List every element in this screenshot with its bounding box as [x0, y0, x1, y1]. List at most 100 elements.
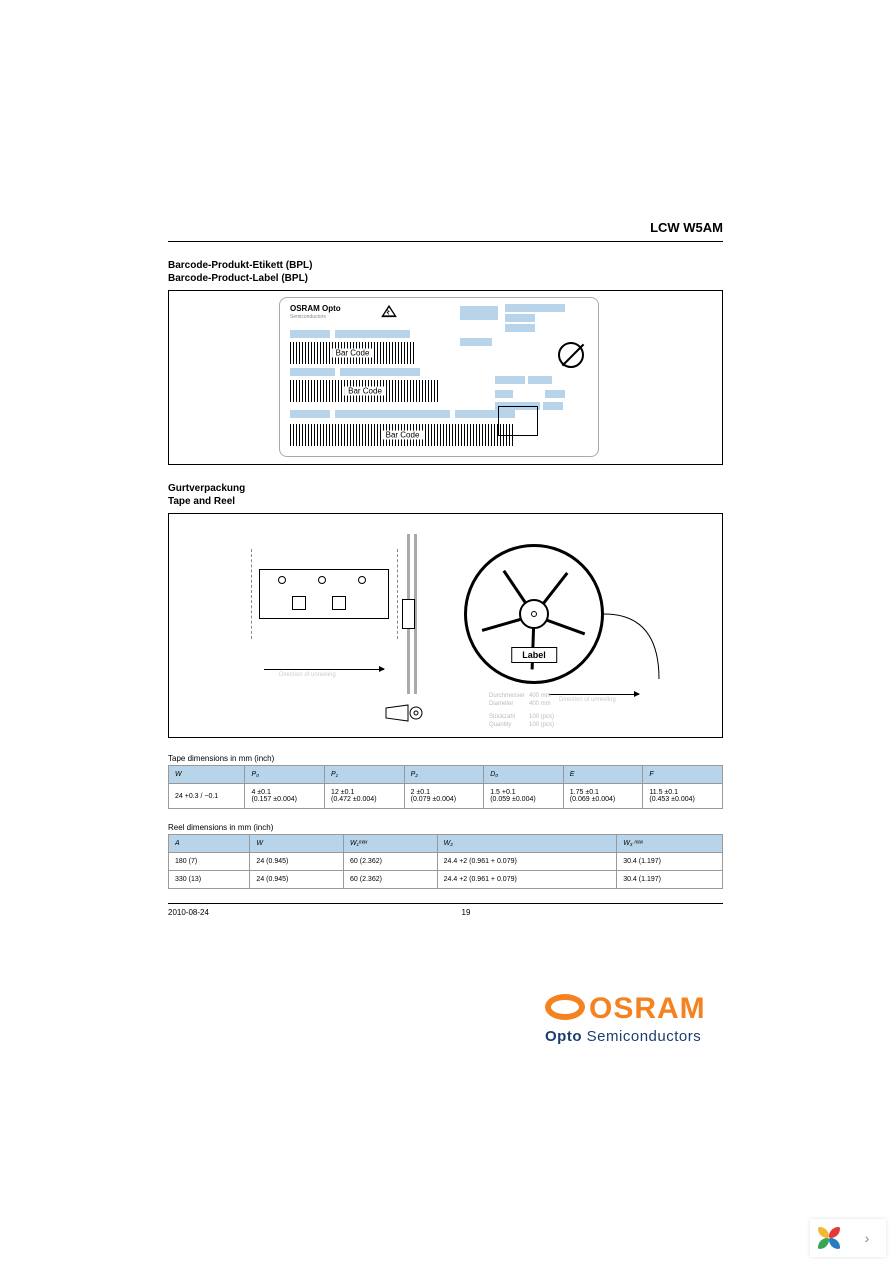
reel-info-block: Durchmesser400 mm Diameter400 mm Stückza… — [489, 692, 554, 730]
label-field — [290, 410, 330, 418]
cell-main: 2 ±0.1 — [411, 789, 478, 796]
label-field — [505, 304, 565, 312]
col-header: P₁ — [325, 766, 405, 784]
label-field — [290, 330, 330, 338]
sprocket-hole — [318, 576, 326, 584]
footer-date: 2010-08-24 — [168, 908, 209, 917]
table-cell: 24.4 +2 (0.961 + 0.079) — [437, 871, 617, 889]
info-label: Stückzahl — [489, 713, 529, 721]
tape-sketch — [259, 549, 389, 639]
barcode-text: Bar Code — [382, 431, 424, 440]
petal-icon — [818, 1227, 840, 1249]
label-field — [340, 368, 420, 376]
osram-tagline: Opto Semiconductors — [545, 1028, 735, 1045]
section1-title-de: Barcode-Produkt-Etikett (BPL) — [168, 260, 723, 271]
product-header: LCW W5AM — [168, 220, 723, 242]
corner-widget[interactable]: › — [810, 1219, 886, 1257]
table-cell: 1.75 ±0.1(0.069 ±0.004) — [563, 784, 643, 809]
label-field — [290, 368, 335, 376]
dim-line — [251, 549, 252, 639]
barcode-1: Bar Code — [290, 342, 415, 364]
prohibit-icon — [558, 342, 584, 368]
tape-pocket — [332, 596, 346, 610]
direction-arrow — [549, 694, 639, 695]
table-cell: 11.5 ±0.1(0.453 ±0.004) — [643, 784, 723, 809]
esd-icon — [380, 304, 398, 318]
table-cell: 24 (0.945) — [250, 853, 344, 871]
reel-table-caption: Reel dimensions in mm (inch) — [168, 823, 723, 832]
barcode-3: Bar Code — [290, 424, 515, 446]
tape-reel-figure: Direction of unreeling Label Direction o… — [168, 513, 723, 738]
chevron-right-icon: › — [865, 1230, 870, 1246]
table-cell: 24.4 +2 (0.961 + 0.079) — [437, 853, 617, 871]
tape-pocket — [292, 596, 306, 610]
label-field — [495, 376, 525, 384]
direction-label: Direction of unreeling — [279, 672, 336, 678]
label-field — [460, 306, 498, 320]
col-header: P₀ — [245, 766, 325, 784]
label-field — [528, 376, 552, 384]
corner-next-button[interactable]: › — [848, 1219, 886, 1257]
info-value: 400 mm — [529, 701, 551, 707]
cell-sub: (0.472 ±0.004) — [331, 796, 398, 803]
col-header: F — [643, 766, 723, 784]
col-header: W₁ᵐᵃˣ — [344, 835, 438, 853]
reel-side-view — [397, 534, 427, 694]
label-field — [460, 338, 492, 346]
table-cell: 60 (2.362) — [344, 853, 438, 871]
cell-main: 12 ±0.1 — [331, 789, 398, 796]
col-header: W — [169, 766, 245, 784]
col-header: W₂ — [437, 835, 617, 853]
cell-sub: (0.069 ±0.004) — [570, 796, 637, 803]
label-field — [335, 330, 410, 338]
section2-title-en: Tape and Reel — [168, 496, 723, 507]
section1-title-en: Barcode-Product-Label (BPL) — [168, 273, 723, 284]
footer-page: 19 — [462, 908, 471, 917]
label-field — [495, 390, 513, 398]
datasheet-page: LCW W5AM Barcode-Produkt-Etikett (BPL) B… — [168, 220, 723, 917]
label-field — [505, 314, 535, 322]
label-field — [545, 390, 565, 398]
direction-label: Direction of unreeling — [559, 697, 616, 703]
sprocket-hole — [358, 576, 366, 584]
cell-main: 1.75 ±0.1 — [570, 789, 637, 796]
cell-sub: (0.157 ±0.004) — [251, 796, 318, 803]
tape-table-caption: Tape dimensions in mm (inch) — [168, 754, 723, 763]
col-header: P₂ — [404, 766, 484, 784]
info-label: Quantity — [489, 721, 529, 729]
table-header-row: W P₀ P₁ P₂ D₀ E F — [169, 766, 723, 784]
barcode-label-figure: OSRAM Opto Semiconductors Bar Code — [168, 290, 723, 465]
cell-main: 11.5 ±0.1 — [649, 789, 716, 796]
barcode-text: Bar Code — [332, 349, 374, 358]
table-cell: 24 +0.3 / −0.1 — [169, 784, 245, 809]
reel-hub-side — [402, 599, 415, 629]
label-field — [543, 402, 563, 410]
table-cell: 2 ±0.1(0.079 ±0.004) — [404, 784, 484, 809]
table-row: 330 (13) 24 (0.945) 60 (2.362) 24.4 +2 (… — [169, 871, 723, 889]
table-row: 180 (7) 24 (0.945) 60 (2.362) 24.4 +2 (0… — [169, 853, 723, 871]
info-value: 100 (pcs) — [529, 714, 554, 720]
barcode-2: Bar Code — [290, 380, 440, 402]
table-cell: 330 (13) — [169, 871, 250, 889]
corner-logo-button[interactable] — [810, 1219, 848, 1257]
tape-tail — [599, 609, 689, 689]
tape-end-icon — [384, 704, 424, 722]
info-value: 100 (pcs) — [529, 722, 554, 728]
barcode-label-card: OSRAM Opto Semiconductors Bar Code — [279, 297, 599, 457]
table-cell: 180 (7) — [169, 853, 250, 871]
osram-wordmark: OSRAM — [545, 992, 706, 1026]
table-cell: 60 (2.362) — [344, 871, 438, 889]
label-field — [505, 324, 535, 332]
barcode-text: Bar Code — [344, 387, 386, 396]
section2-title-de: Gurtverpackung — [168, 483, 723, 494]
info-label: Durchmesser — [489, 692, 529, 700]
label-brand: OSRAM Opto — [290, 304, 341, 313]
col-header: D₀ — [484, 766, 564, 784]
cell-main: 24 +0.3 / −0.1 — [175, 793, 218, 800]
col-header: W — [250, 835, 344, 853]
page-footer: 2010-08-24 19 — [168, 903, 723, 917]
info-label: Diameter — [489, 700, 529, 708]
table-cell: 12 ±0.1(0.472 ±0.004) — [325, 784, 405, 809]
tape-dimensions-table: W P₀ P₁ P₂ D₀ E F 24 +0.3 / −0.1 4 ±0.1(… — [168, 765, 723, 809]
label-field — [335, 410, 450, 418]
